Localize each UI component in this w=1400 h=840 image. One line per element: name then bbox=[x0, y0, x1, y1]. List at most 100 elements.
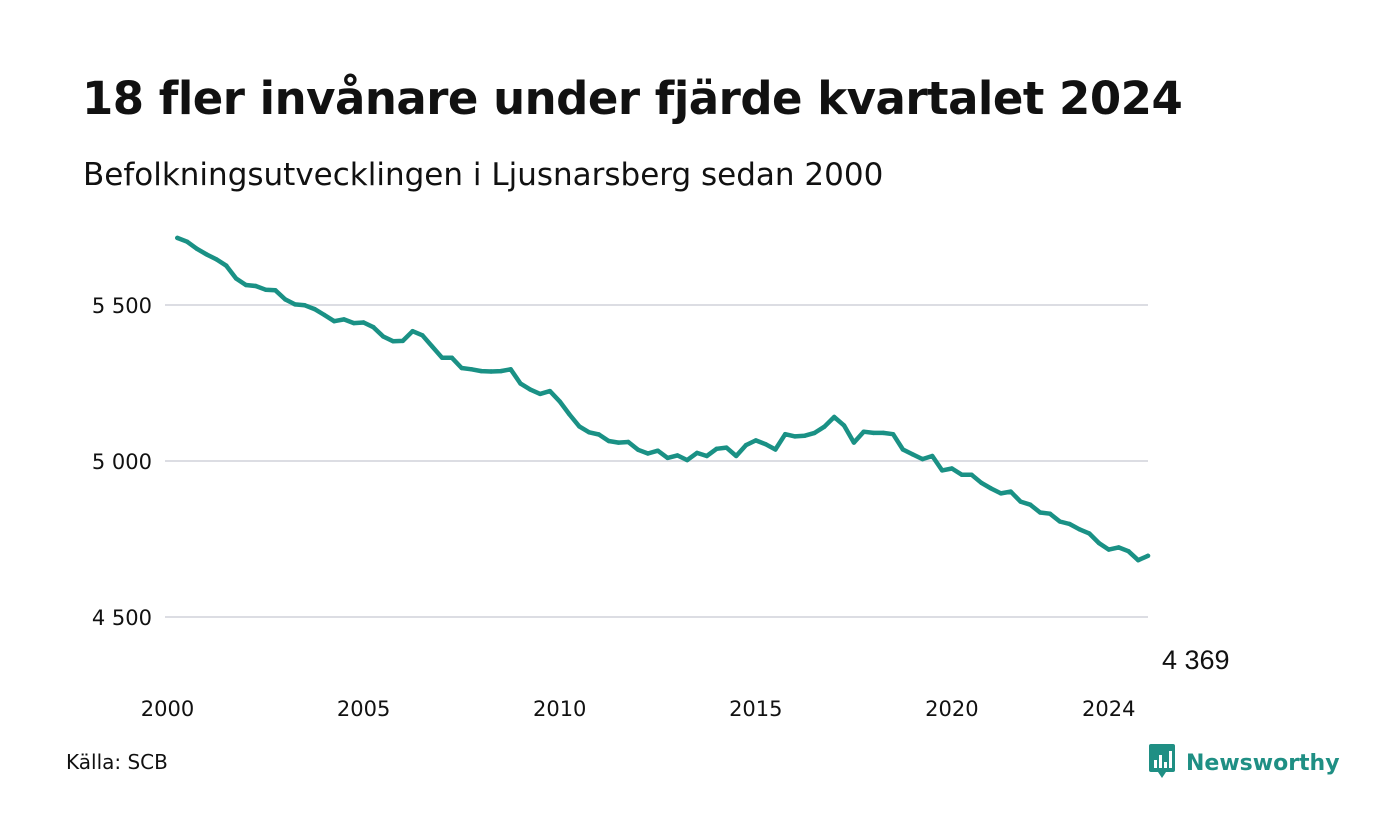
data-point bbox=[341, 317, 347, 322]
x-tick-label: 2020 bbox=[925, 697, 978, 721]
x-tick-label: 2005 bbox=[337, 697, 390, 721]
data-point bbox=[792, 434, 798, 439]
data-point bbox=[979, 480, 984, 485]
data-point bbox=[606, 438, 611, 444]
chart-title: 18 fler invånare under fjärde kvartalet … bbox=[82, 72, 1183, 125]
data-point bbox=[1077, 527, 1082, 532]
data-point bbox=[1096, 540, 1102, 546]
data-point bbox=[822, 424, 827, 429]
data-point bbox=[773, 447, 778, 452]
data-point bbox=[1047, 511, 1053, 516]
data-point bbox=[194, 246, 200, 251]
data-point bbox=[410, 329, 415, 334]
data-point bbox=[626, 439, 631, 445]
data-point bbox=[459, 365, 464, 371]
brand-logo[interactable]: Newsworthy bbox=[1148, 743, 1340, 783]
data-point bbox=[1018, 499, 1023, 504]
data-point bbox=[802, 433, 807, 438]
data-point bbox=[920, 456, 925, 462]
data-point bbox=[1136, 558, 1141, 563]
data-point bbox=[704, 453, 709, 459]
gridlines bbox=[165, 304, 1148, 618]
data-point bbox=[616, 440, 621, 445]
data-points bbox=[175, 235, 1151, 563]
data-point bbox=[292, 302, 298, 307]
data-point bbox=[214, 257, 219, 262]
data-point bbox=[557, 399, 562, 404]
data-point bbox=[547, 388, 553, 394]
data-point bbox=[1037, 510, 1043, 515]
data-point bbox=[655, 448, 660, 453]
data-point bbox=[243, 282, 249, 288]
end-value-label: 4 369 bbox=[1162, 645, 1230, 675]
data-point bbox=[1145, 553, 1151, 558]
data-point bbox=[675, 453, 680, 458]
data-point bbox=[184, 239, 190, 244]
data-point bbox=[371, 325, 376, 330]
data-point bbox=[469, 367, 474, 372]
data-point bbox=[1087, 531, 1092, 536]
data-point bbox=[783, 432, 788, 437]
data-point bbox=[1008, 489, 1013, 494]
data-point bbox=[537, 391, 543, 397]
data-point bbox=[381, 334, 386, 339]
data-point bbox=[861, 429, 866, 434]
data-point bbox=[253, 283, 258, 289]
y-tick-label: 4 500 bbox=[92, 606, 152, 630]
chart-subtitle: Befolkningsutvecklingen i Ljusnarsberg s… bbox=[83, 157, 884, 193]
data-point bbox=[890, 432, 896, 437]
data-point bbox=[881, 430, 886, 436]
y-tick-label: 5 000 bbox=[92, 450, 152, 474]
data-point bbox=[753, 438, 758, 443]
data-point bbox=[841, 423, 847, 428]
data-point bbox=[567, 412, 572, 417]
data-point bbox=[1116, 545, 1121, 550]
x-tick-label: 2000 bbox=[141, 697, 194, 721]
data-point bbox=[900, 447, 906, 452]
data-point bbox=[508, 367, 513, 372]
data-point bbox=[302, 303, 307, 308]
data-point bbox=[332, 319, 337, 324]
data-point bbox=[812, 430, 817, 436]
data-point bbox=[312, 306, 317, 312]
data-point bbox=[224, 263, 229, 268]
brand-name: Newsworthy bbox=[1186, 750, 1340, 776]
data-point bbox=[361, 320, 366, 325]
data-point bbox=[430, 344, 435, 349]
x-tick-label: 2024 bbox=[1082, 697, 1135, 721]
data-point bbox=[645, 451, 651, 456]
data-point bbox=[1106, 547, 1112, 552]
x-axis-tick-labels: 2000 2005 2010 2015 2020 2024 bbox=[141, 697, 1136, 721]
data-point bbox=[685, 457, 690, 463]
data-point bbox=[734, 453, 739, 459]
source-note: Källa: SCB bbox=[66, 750, 168, 774]
data-point bbox=[743, 442, 749, 448]
y-axis-tick-labels: 4 500 5 000 5 500 bbox=[92, 294, 152, 630]
data-point bbox=[233, 276, 239, 281]
newsworthy-logo-icon bbox=[1148, 743, 1176, 783]
data-point bbox=[871, 430, 876, 436]
data-point bbox=[910, 452, 915, 457]
data-point bbox=[1126, 549, 1131, 554]
data-point bbox=[420, 333, 425, 338]
data-point bbox=[479, 368, 484, 374]
data-point bbox=[175, 235, 180, 241]
data-point bbox=[586, 430, 592, 435]
data-point bbox=[998, 491, 1004, 496]
data-point bbox=[832, 414, 837, 420]
data-point bbox=[988, 486, 994, 491]
x-tick-label: 2015 bbox=[729, 697, 782, 721]
data-point bbox=[763, 442, 768, 447]
data-point bbox=[596, 432, 602, 437]
y-tick-label: 5 500 bbox=[92, 294, 152, 318]
x-tick-label: 2010 bbox=[533, 697, 586, 721]
data-point bbox=[204, 252, 209, 257]
data-point bbox=[528, 387, 533, 392]
data-point bbox=[351, 320, 356, 326]
data-point bbox=[635, 447, 641, 452]
series-line bbox=[175, 235, 1151, 563]
data-point bbox=[851, 440, 857, 445]
data-point bbox=[488, 369, 494, 374]
data-point bbox=[949, 466, 955, 471]
